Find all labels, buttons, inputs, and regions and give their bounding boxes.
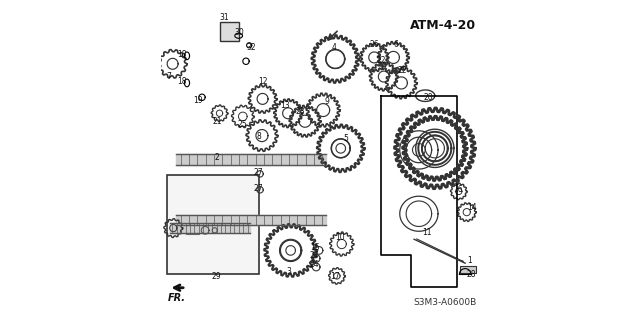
Text: 9: 9 xyxy=(324,97,330,106)
Text: 28: 28 xyxy=(467,270,476,279)
Text: 19: 19 xyxy=(193,96,203,105)
Text: 18: 18 xyxy=(177,50,187,59)
Text: 6: 6 xyxy=(393,40,398,48)
Text: 27: 27 xyxy=(254,184,264,193)
Text: 22: 22 xyxy=(397,66,407,75)
Text: 18: 18 xyxy=(177,77,187,86)
Text: 16: 16 xyxy=(453,185,463,194)
Text: 32: 32 xyxy=(246,43,256,52)
Text: 3: 3 xyxy=(286,267,291,276)
Text: 11: 11 xyxy=(422,228,432,237)
Text: 21: 21 xyxy=(212,117,222,126)
FancyArrowPatch shape xyxy=(417,239,463,262)
Text: 20: 20 xyxy=(424,93,433,102)
Text: 1: 1 xyxy=(467,256,472,265)
Text: 12: 12 xyxy=(259,77,268,86)
Text: 22: 22 xyxy=(377,56,387,65)
Text: 10: 10 xyxy=(335,233,345,242)
Text: 13: 13 xyxy=(280,101,290,110)
Bar xyxy=(220,22,239,41)
Text: FR.: FR. xyxy=(168,293,186,302)
Bar xyxy=(460,266,476,273)
Text: 8: 8 xyxy=(257,132,261,141)
Text: 7: 7 xyxy=(166,72,171,81)
Text: S3M3-A0600B: S3M3-A0600B xyxy=(413,298,476,307)
Text: 30: 30 xyxy=(234,28,244,37)
Text: 29: 29 xyxy=(211,272,221,281)
Text: 25: 25 xyxy=(237,120,246,129)
Text: 24: 24 xyxy=(310,251,319,260)
Text: 15: 15 xyxy=(310,243,320,252)
Bar xyxy=(167,175,259,274)
Text: 31: 31 xyxy=(220,13,229,22)
Text: 4: 4 xyxy=(332,43,336,52)
Text: 14: 14 xyxy=(467,204,476,212)
Text: ATM-4-20: ATM-4-20 xyxy=(410,19,476,32)
Text: 2: 2 xyxy=(215,153,220,162)
Bar xyxy=(186,222,200,234)
Text: 23: 23 xyxy=(296,107,305,116)
Text: 5: 5 xyxy=(344,134,349,143)
Text: 24: 24 xyxy=(310,260,319,269)
Text: 17: 17 xyxy=(330,272,340,281)
Text: 27: 27 xyxy=(254,168,264,177)
Text: 26: 26 xyxy=(369,40,379,48)
